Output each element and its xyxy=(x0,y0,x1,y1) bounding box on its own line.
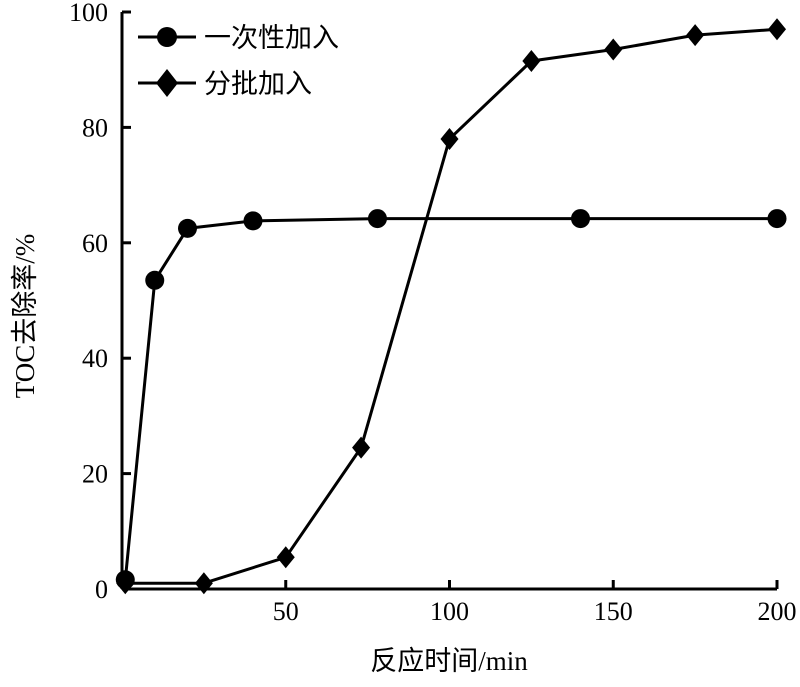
legend-item-series-1: 一次性加入 xyxy=(138,23,339,53)
data-point-circle xyxy=(178,218,197,238)
data-point-circle xyxy=(145,270,165,290)
y-axis-title: TOC去除率/% xyxy=(10,234,40,399)
data-point-diamond xyxy=(352,436,371,459)
data-point-diamond xyxy=(522,50,541,73)
data-point-circle xyxy=(767,209,787,229)
legend-label-series-2: 分批加入 xyxy=(204,69,312,99)
legend: 一次性加入 分批加入 xyxy=(138,23,339,99)
y-tick-label: 100 xyxy=(69,0,108,27)
data-point-diamond xyxy=(686,24,705,47)
legend-item-series-2: 分批加入 xyxy=(138,69,312,99)
legend-label-series-1: 一次性加入 xyxy=(204,23,339,53)
data-point-diamond xyxy=(440,127,459,150)
x-ticks: 50 100 150 200 xyxy=(273,580,797,626)
series-line-1 xyxy=(123,217,777,580)
y-tick-label: 0 xyxy=(95,575,108,604)
data-point-diamond xyxy=(767,18,787,41)
legend-diamond-marker xyxy=(156,69,178,97)
x-tick-label: 50 xyxy=(273,597,299,626)
series-line-2 xyxy=(125,27,778,585)
data-point-diamond xyxy=(276,546,295,569)
legend-circle-marker xyxy=(157,27,177,47)
series-layer xyxy=(115,18,787,595)
x-tick-label: 100 xyxy=(430,597,469,626)
y-tick-label: 80 xyxy=(82,113,108,142)
x-tick-label: 200 xyxy=(758,597,797,626)
data-point-diamond xyxy=(194,572,213,595)
y-tick-label: 60 xyxy=(82,229,108,258)
data-point-circle xyxy=(367,209,387,229)
data-point-diamond xyxy=(604,38,623,61)
y-tick-label: 40 xyxy=(82,344,108,373)
x-axis-title: 反应时间/min xyxy=(370,646,528,676)
data-point-diamond xyxy=(116,572,135,595)
data-point-circle xyxy=(571,209,590,229)
data-point-circle xyxy=(243,211,263,231)
y-tick-label: 20 xyxy=(82,460,108,489)
plot-area: 50 100 150 200 0 20 40 60 80 100 xyxy=(69,0,797,626)
x-tick-label: 150 xyxy=(594,597,633,626)
y-ticks: 0 20 40 60 80 100 xyxy=(69,0,131,604)
